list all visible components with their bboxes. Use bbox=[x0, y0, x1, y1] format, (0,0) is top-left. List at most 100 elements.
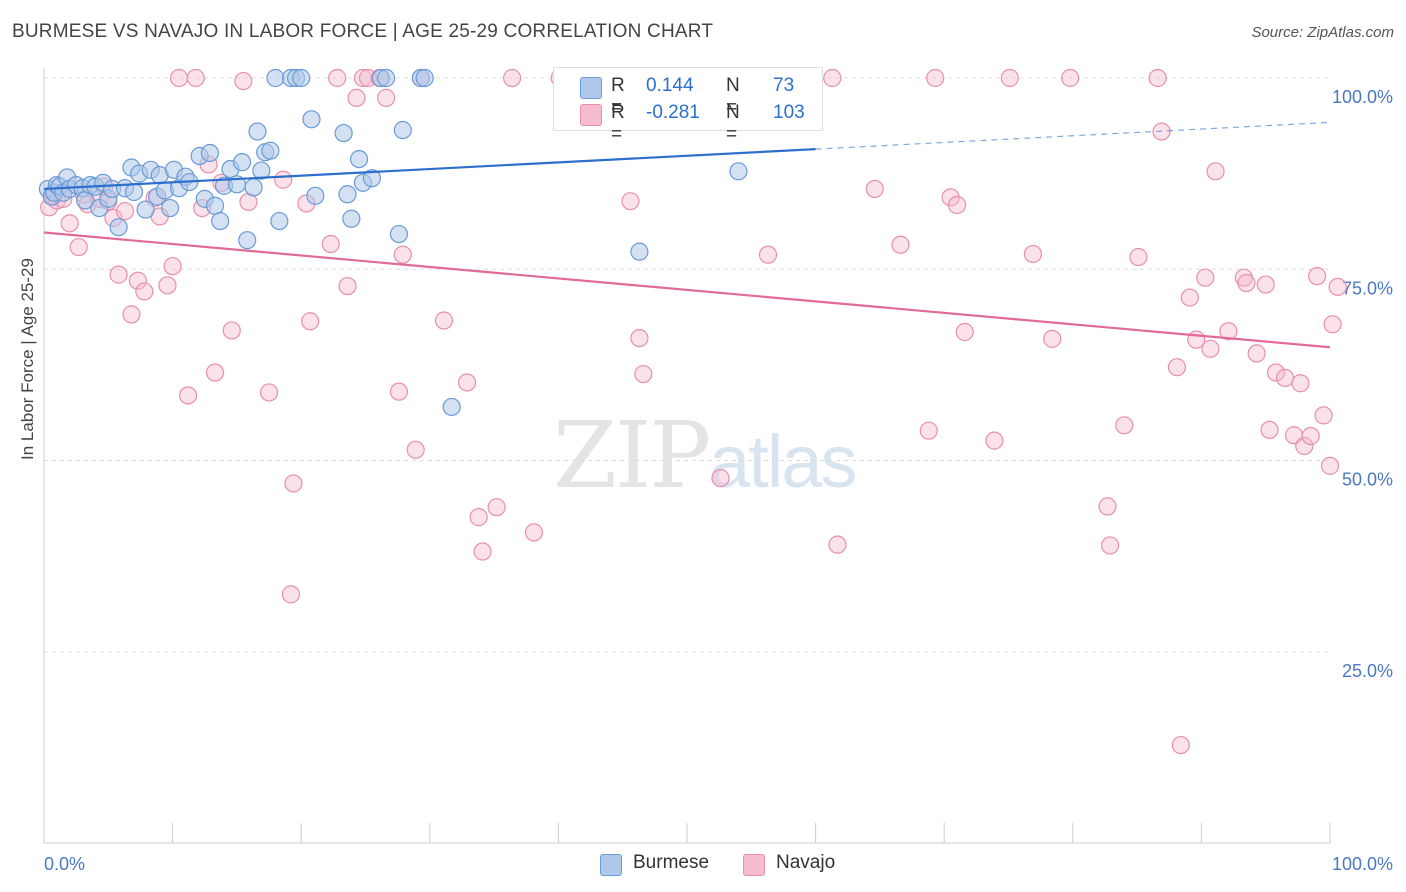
navajo-swatch bbox=[580, 104, 602, 126]
burmese-point-46 bbox=[261, 141, 280, 160]
navajo-point-13 bbox=[115, 202, 135, 221]
navajo-point-58 bbox=[630, 329, 649, 348]
burmese-point-40 bbox=[232, 153, 252, 172]
navajo-point-73 bbox=[985, 431, 1004, 450]
navajo-point-40 bbox=[347, 88, 366, 107]
navajo-point-31 bbox=[259, 383, 279, 402]
burmese-point-66 bbox=[442, 397, 461, 417]
navajo-point-72 bbox=[1000, 68, 1019, 88]
navajo-point-44 bbox=[376, 88, 396, 107]
y-tick-label-2: 75.0% bbox=[1342, 278, 1393, 298]
burmese-point-20 bbox=[124, 182, 144, 202]
burmese-point-43 bbox=[248, 122, 267, 141]
navajo-point-47 bbox=[406, 440, 425, 459]
navajo-point-81 bbox=[1148, 68, 1167, 88]
navajo-point-105 bbox=[1323, 315, 1342, 334]
navajo-point-38 bbox=[328, 68, 347, 88]
navajo-point-52 bbox=[473, 542, 492, 561]
navajo-point-102 bbox=[1308, 267, 1327, 286]
navajo-point-26 bbox=[205, 363, 225, 382]
navajo-point-50 bbox=[457, 373, 477, 392]
burmese-point-52 bbox=[302, 110, 321, 129]
navajo-trend-line bbox=[43, 231, 1331, 349]
burmese-point-36 bbox=[211, 211, 230, 231]
burmese-point-68 bbox=[729, 162, 748, 181]
y-tick-label-1: 50.0% bbox=[1342, 470, 1393, 490]
bottom-burmese-swatch bbox=[600, 854, 622, 876]
navajo-point-34 bbox=[284, 474, 303, 493]
navajo-point-78 bbox=[1100, 536, 1120, 555]
navajo-point-87 bbox=[1196, 268, 1215, 287]
navajo-r-label: R = bbox=[611, 102, 625, 145]
burmese-point-47 bbox=[266, 68, 285, 88]
navajo-point-83 bbox=[1167, 358, 1187, 377]
burmese-point-53 bbox=[306, 186, 325, 205]
bottom-navajo-swatch bbox=[743, 854, 765, 876]
burmese-point-56 bbox=[342, 209, 361, 228]
navajo-point-70 bbox=[947, 195, 967, 215]
navajo-point-23 bbox=[186, 68, 205, 88]
navajo-point-22 bbox=[178, 386, 198, 405]
navajo-point-96 bbox=[1266, 363, 1286, 382]
burmese-point-34 bbox=[200, 143, 219, 163]
navajo-point-16 bbox=[135, 282, 154, 301]
y-tick-label-0: 25.0% bbox=[1342, 661, 1393, 681]
burmese-point-35 bbox=[205, 196, 225, 215]
navajo-point-49 bbox=[434, 311, 454, 330]
burmese-point-54 bbox=[334, 123, 353, 143]
stats-legend: R = 0.144 N = 73 R = -0.281 N = 103 bbox=[553, 67, 823, 145]
navajo-point-77 bbox=[1098, 497, 1117, 516]
navajo-point-29 bbox=[234, 71, 253, 91]
navajo-point-104 bbox=[1320, 456, 1340, 475]
burmese-point-67 bbox=[630, 242, 649, 261]
navajo-point-53 bbox=[487, 498, 506, 517]
navajo-point-65 bbox=[865, 179, 884, 199]
navajo-point-92 bbox=[1237, 273, 1256, 293]
x-tick-label-1: 100.0% bbox=[1332, 854, 1393, 874]
navajo-point-45 bbox=[389, 382, 409, 401]
navajo-point-97 bbox=[1275, 368, 1295, 387]
navajo-point-99 bbox=[1291, 374, 1310, 393]
burmese-point-42 bbox=[244, 178, 263, 197]
burmese-swatch bbox=[580, 77, 602, 99]
navajo-point-85 bbox=[1180, 288, 1199, 307]
burmese-point-51 bbox=[292, 68, 311, 88]
navajo-n-label: N = bbox=[726, 102, 740, 145]
burmese-point-57 bbox=[349, 149, 369, 169]
navajo-point-61 bbox=[758, 245, 778, 264]
navajo-point-75 bbox=[1043, 329, 1062, 348]
navajo-point-12 bbox=[109, 265, 128, 284]
navajo-point-84 bbox=[1171, 735, 1190, 755]
navajo-point-20 bbox=[163, 257, 182, 276]
navajo-point-101 bbox=[1301, 426, 1320, 446]
navajo-point-64 bbox=[828, 535, 847, 554]
navajo-point-4 bbox=[60, 214, 79, 233]
burmese-point-17 bbox=[109, 218, 128, 237]
navajo-point-59 bbox=[634, 364, 653, 384]
bottom-burmese-label: Burmese bbox=[633, 852, 710, 873]
navajo-point-51 bbox=[469, 508, 488, 527]
navajo-point-60 bbox=[711, 468, 730, 488]
navajo-point-76 bbox=[1061, 68, 1080, 88]
navajo-point-15 bbox=[128, 271, 147, 290]
chart-title: BURMESE VS NAVAJO IN LABOR FORCE | AGE 2… bbox=[12, 21, 714, 42]
burmese-point-48 bbox=[270, 211, 289, 231]
navajo-point-93 bbox=[1247, 344, 1266, 363]
navajo-point-33 bbox=[281, 585, 301, 604]
navajo-point-88 bbox=[1201, 339, 1220, 358]
navajo-point-103 bbox=[1314, 406, 1333, 425]
navajo-point-94 bbox=[1256, 275, 1275, 294]
burmese-point-27 bbox=[160, 198, 180, 218]
burmese-point-63 bbox=[393, 120, 412, 140]
burmese-r-label: R = bbox=[611, 75, 625, 118]
navajo-point-90 bbox=[1219, 322, 1238, 341]
navajo-point-21 bbox=[169, 68, 189, 88]
navajo-point-14 bbox=[122, 305, 141, 324]
navajo-point-79 bbox=[1115, 416, 1134, 435]
navajo-point-36 bbox=[301, 312, 320, 331]
burmese-trend-extension bbox=[815, 121, 1331, 150]
burmese-n-value: 73 bbox=[773, 75, 795, 96]
navajo-point-54 bbox=[503, 68, 522, 88]
burmese-point-55 bbox=[338, 185, 357, 204]
